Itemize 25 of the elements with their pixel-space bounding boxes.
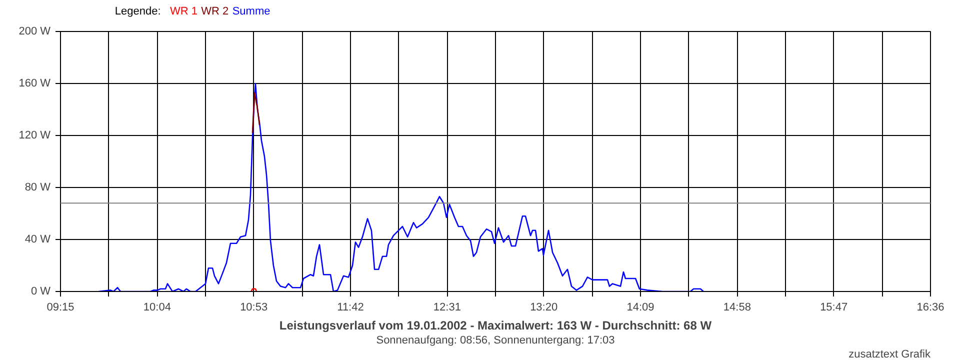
x-tick-label: 13:20 bbox=[530, 302, 558, 314]
legend-title: Legende: bbox=[114, 6, 161, 18]
x-tick-label: 16:36 bbox=[916, 302, 944, 314]
text: WR 1 bbox=[170, 6, 198, 18]
x-tick-label: 12:31 bbox=[433, 302, 461, 314]
y-tick-label: 0 W bbox=[30, 286, 52, 298]
y-tick-label: 40 W bbox=[24, 234, 52, 246]
x-tick-label: 15:47 bbox=[820, 302, 848, 314]
x-tick-label: 10:04 bbox=[143, 302, 171, 314]
text: Summe bbox=[232, 6, 270, 18]
x-tick-label: 14:09 bbox=[626, 302, 654, 314]
text: zusatztext Grafik bbox=[848, 348, 931, 360]
y-tick-label: 80 W bbox=[24, 182, 52, 194]
text: WR 2 bbox=[201, 6, 229, 18]
text: Leistungsverlauf vom 19.01.2002 - Maximalwert: 163 W - Durchschnitt: 68 W bbox=[279, 318, 712, 332]
x-tick-label: 14:58 bbox=[723, 302, 751, 314]
x-tick-label: 10:53 bbox=[240, 302, 268, 314]
y-tick-label: 200 W bbox=[18, 26, 52, 38]
text: Sonnenaufgang: 08:56, Sonnenuntergang: 17:03 bbox=[376, 334, 615, 346]
y-tick-label: 160 W bbox=[18, 78, 52, 90]
x-tick-label: 11:42 bbox=[337, 302, 364, 314]
x-tick-label: 09:15 bbox=[46, 302, 74, 314]
y-tick-label: 120 W bbox=[18, 130, 52, 142]
line-series bbox=[252, 92, 260, 134]
line-series bbox=[98, 82, 704, 292]
